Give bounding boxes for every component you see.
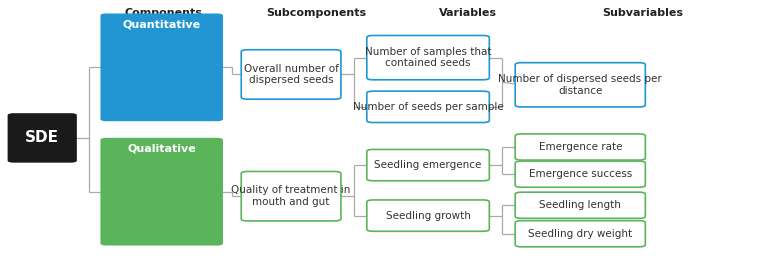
FancyBboxPatch shape: [367, 91, 489, 123]
Text: Variables: Variables: [439, 8, 497, 18]
FancyBboxPatch shape: [367, 200, 489, 231]
Text: Number of dispersed seeds per
distance: Number of dispersed seeds per distance: [498, 74, 662, 96]
FancyBboxPatch shape: [100, 138, 223, 246]
Text: Seedling length: Seedling length: [540, 200, 621, 210]
Text: Seedling emergence: Seedling emergence: [374, 160, 482, 170]
FancyBboxPatch shape: [515, 221, 645, 247]
FancyBboxPatch shape: [367, 149, 489, 181]
Text: Emergence success: Emergence success: [529, 169, 632, 179]
Text: Subvariables: Subvariables: [603, 8, 683, 18]
Text: Number of seeds per sample: Number of seeds per sample: [352, 102, 504, 112]
Text: Quantitative: Quantitative: [123, 20, 201, 30]
Text: Seedling growth: Seedling growth: [386, 211, 470, 221]
FancyBboxPatch shape: [367, 35, 489, 80]
FancyBboxPatch shape: [241, 171, 341, 221]
Text: Quality of treatment in
mouth and gut: Quality of treatment in mouth and gut: [231, 185, 351, 207]
FancyBboxPatch shape: [515, 161, 645, 187]
FancyBboxPatch shape: [100, 13, 223, 121]
Text: Number of samples that
contained seeds: Number of samples that contained seeds: [365, 47, 492, 68]
FancyBboxPatch shape: [515, 63, 645, 107]
FancyBboxPatch shape: [515, 134, 645, 160]
Text: Overall number of
dispersed seeds: Overall number of dispersed seeds: [244, 64, 339, 85]
Text: Subcomponents: Subcomponents: [266, 8, 366, 18]
FancyBboxPatch shape: [241, 50, 341, 99]
Text: Emergence rate: Emergence rate: [539, 142, 622, 152]
FancyBboxPatch shape: [515, 192, 645, 218]
Text: SDE: SDE: [25, 131, 59, 145]
Text: Components: Components: [125, 8, 202, 18]
Text: Seedling dry weight: Seedling dry weight: [528, 229, 632, 239]
Text: Qualitative: Qualitative: [127, 144, 196, 154]
FancyBboxPatch shape: [8, 113, 77, 163]
